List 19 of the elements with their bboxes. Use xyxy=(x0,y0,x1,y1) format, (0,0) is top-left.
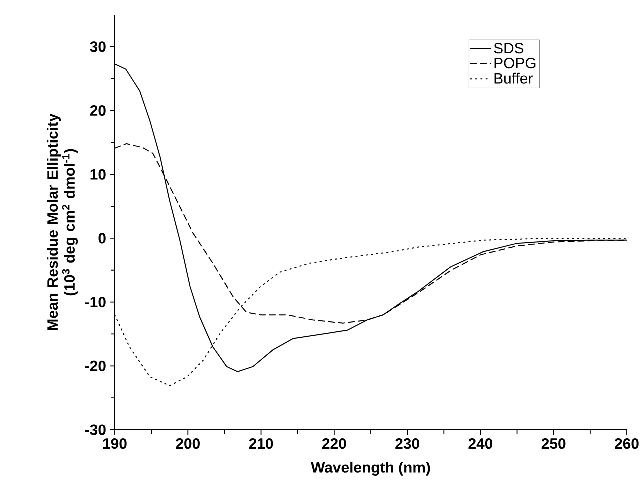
y-tick-label: 30 xyxy=(90,42,106,52)
y-tick-label: -20 xyxy=(85,360,106,372)
x-tick-label: 200 xyxy=(176,438,200,450)
x-tick-label: 240 xyxy=(468,438,493,450)
x-tick-label: 210 xyxy=(249,438,274,450)
y-tick-label: 20 xyxy=(90,105,106,116)
x-tick-label: 250 xyxy=(542,438,566,450)
legend-label: POPG xyxy=(494,58,536,69)
y-tick-label: -30 xyxy=(85,424,106,436)
x-tick-label: 220 xyxy=(322,438,346,450)
x-tick-label: 260 xyxy=(615,438,639,450)
y-tick-label: 0 xyxy=(98,233,106,244)
x-tick-label: 190 xyxy=(103,438,127,450)
x-tick-label: 230 xyxy=(396,438,420,450)
legend-label: SDS xyxy=(494,43,524,54)
x-axis-title: Wavelength (nm) xyxy=(311,462,430,476)
y-tick-label: -10 xyxy=(85,297,106,308)
legend-label: Buffer xyxy=(494,72,533,84)
y-tick-label: 10 xyxy=(90,169,106,180)
